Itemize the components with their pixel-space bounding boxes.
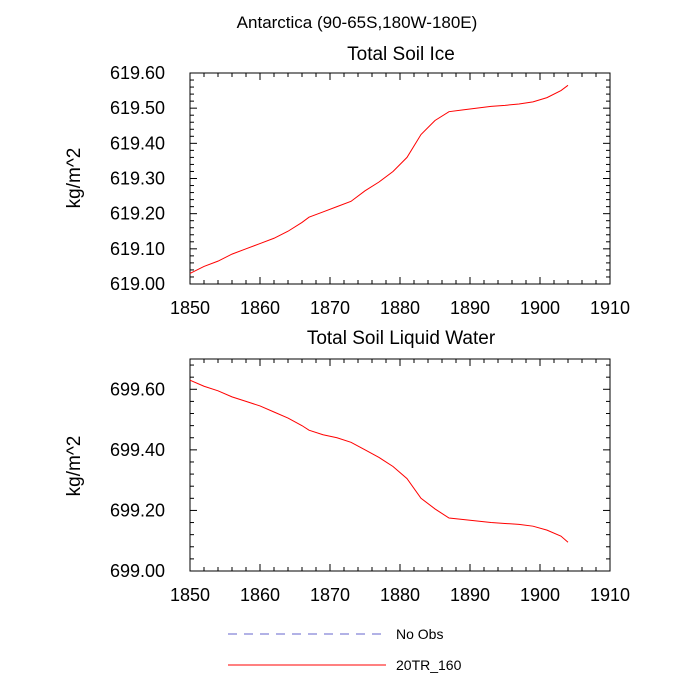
legend: No Obs 20TR_160 (228, 626, 462, 673)
panel-total-soil-liquid-water: Total Soil Liquid Water kg/m^2 1850 1860 1… (64, 328, 630, 605)
panel-title: Total Soil Liquid Water (307, 328, 496, 349)
y-axis-label: kg/m^2 (64, 436, 85, 497)
y-tick-label: 699.40 (110, 440, 165, 460)
x-tick-label: 1870 (310, 298, 350, 318)
y-axis-label: kg/m^2 (64, 148, 85, 209)
y-tick-label: 619.40 (110, 133, 165, 153)
y-tick-labels: 699.00 699.20 699.40 699.60 (110, 379, 165, 581)
x-tick-label: 1880 (380, 298, 420, 318)
y-tick-label: 699.00 (110, 561, 165, 581)
x-tick-label: 1890 (450, 585, 490, 605)
y-tick-label: 619.10 (110, 239, 165, 259)
x-tick-label: 1890 (450, 298, 490, 318)
y-tick-label: 699.20 (110, 500, 165, 520)
x-tick-label: 1870 (310, 585, 350, 605)
tick-marks (189, 359, 611, 572)
legend-label-no-obs: No Obs (396, 626, 443, 642)
x-tick-labels: 1850 1860 1870 1880 1890 1900 1910 (170, 298, 630, 318)
figure-title: Antarctica (90-65S,180W-180E) (237, 13, 478, 32)
y-tick-label: 619.50 (110, 98, 165, 118)
panel-total-soil-ice: Total Soil Ice kg/m^2 1850 1860 1870 1880 18… (64, 44, 630, 318)
x-tick-label: 1900 (520, 585, 560, 605)
y-tick-labels: 619.00 619.10 619.20 619.30 619.40 619.50 619.… (110, 63, 165, 294)
x-tick-label: 1880 (380, 585, 420, 605)
series-group (189, 84, 569, 274)
x-tick-label: 1860 (240, 298, 280, 318)
x-tick-label: 1850 (170, 298, 210, 318)
series-line-20tr-160 (189, 379, 569, 543)
legend-label-20tr-160: 20TR_160 (396, 657, 462, 673)
series-line-20tr-160 (189, 84, 569, 274)
y-tick-label: 619.60 (110, 63, 165, 83)
series-group (189, 379, 569, 543)
x-tick-label: 1910 (590, 585, 630, 605)
y-tick-label: 699.60 (110, 379, 165, 399)
x-tick-labels: 1850 1860 1870 1880 1890 1900 1910 (170, 585, 630, 605)
y-tick-label: 619.20 (110, 204, 165, 224)
x-tick-label: 1910 (590, 298, 630, 318)
panel-title: Total Soil Ice (347, 44, 455, 65)
x-tick-label: 1900 (520, 298, 560, 318)
x-tick-label: 1860 (240, 585, 280, 605)
plot-frame (189, 72, 611, 285)
plot-frame (189, 358, 611, 572)
tick-marks (189, 72, 611, 285)
y-tick-label: 619.30 (110, 169, 165, 189)
y-tick-label: 619.00 (110, 274, 165, 294)
x-tick-label: 1850 (170, 585, 210, 605)
